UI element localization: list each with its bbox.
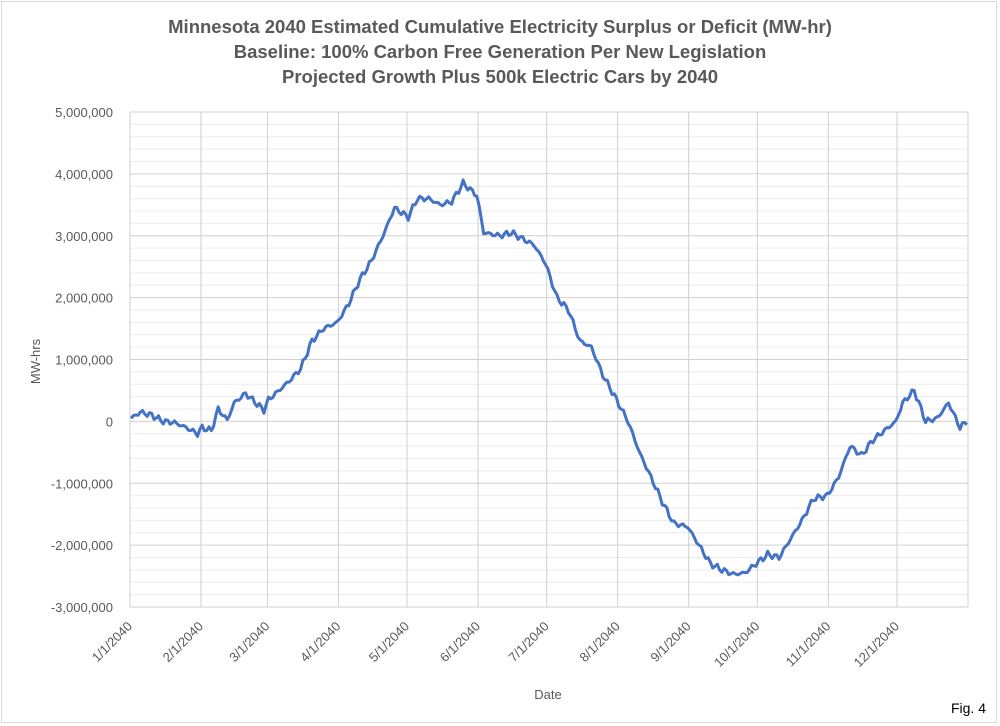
x-tick-label: 9/1/2040 bbox=[647, 619, 693, 665]
y-axis-label: MW-hrs bbox=[28, 338, 43, 384]
x-tick-label: 6/1/2040 bbox=[437, 619, 483, 665]
y-tick-label: 0 bbox=[106, 414, 113, 429]
y-tick-labels: -3,000,000 -2,000,000 -1,000,000 0 1,000,000… bbox=[51, 105, 113, 615]
chart-title-line-1: Minnesota 2040 Estimated Cumulative Elec… bbox=[168, 16, 832, 37]
y-tick-label: 1,000,000 bbox=[55, 353, 113, 368]
x-tick-label: 5/1/2040 bbox=[366, 619, 412, 665]
x-tick-labels: 1/1/2040 2/1/2040 3/1/2040 4/1/2040 5/1/2040… bbox=[89, 619, 902, 671]
y-tick-label: 2,000,000 bbox=[55, 291, 113, 306]
figure-label: Fig. 4 bbox=[950, 700, 986, 716]
x-tick-label: 3/1/2040 bbox=[226, 619, 272, 665]
chart-title-line-2: Baseline: 100% Carbon Free Generation Pe… bbox=[233, 41, 767, 62]
series-group bbox=[129, 178, 968, 577]
x-tick-label: 12/1/2040 bbox=[851, 619, 903, 671]
x-tick-label: 2/1/2040 bbox=[160, 619, 206, 665]
chart-title: Minnesota 2040 Estimated Cumulative Elec… bbox=[0, 14, 1000, 89]
x-tick-label: 4/1/2040 bbox=[297, 619, 343, 665]
chart-title-line-3: Projected Growth Plus 500k Electric Cars… bbox=[282, 66, 718, 87]
series-line bbox=[129, 178, 968, 577]
x-axis-label: Date bbox=[534, 687, 561, 702]
x-tick-label: 1/1/2040 bbox=[89, 619, 135, 665]
y-tick-label: -3,000,000 bbox=[51, 600, 113, 615]
major-gridlines bbox=[129, 111, 969, 608]
y-tick-label: 4,000,000 bbox=[55, 167, 113, 182]
y-tick-label: 3,000,000 bbox=[55, 229, 113, 244]
y-tick-label: -1,000,000 bbox=[51, 476, 113, 491]
x-tick-label: 7/1/2040 bbox=[505, 619, 551, 665]
y-tick-label: -2,000,000 bbox=[51, 538, 113, 553]
x-tick-label: 11/1/2040 bbox=[783, 619, 834, 670]
x-tick-label: 8/1/2040 bbox=[576, 619, 622, 665]
y-tick-label: 5,000,000 bbox=[55, 105, 113, 120]
x-tick-label: 10/1/2040 bbox=[711, 619, 763, 671]
